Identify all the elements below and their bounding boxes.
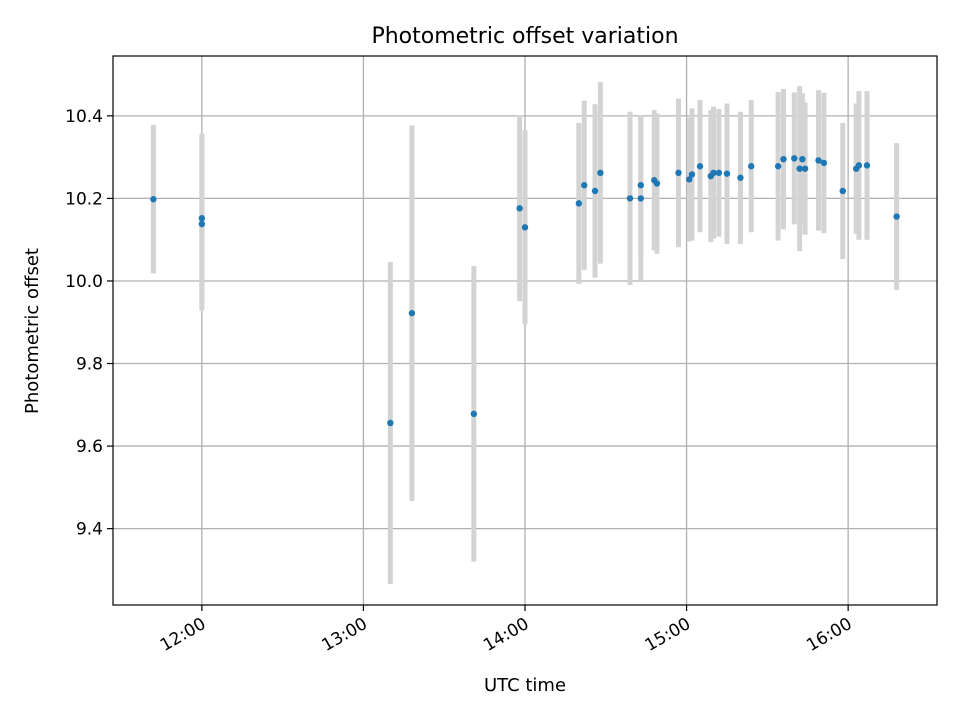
data-point — [710, 169, 717, 177]
y-tick-label: 9.6 — [76, 437, 103, 457]
data-point — [653, 180, 661, 187]
data-point — [408, 309, 416, 317]
data-point — [796, 165, 803, 172]
x-axis-label: UTC time — [484, 675, 566, 696]
data-point — [747, 163, 755, 170]
data-point — [198, 215, 206, 222]
data-point — [839, 187, 846, 195]
data-point — [715, 169, 723, 177]
data-point — [581, 182, 588, 189]
data-point — [575, 200, 583, 207]
chart-title: Photometric offset variation — [371, 24, 678, 49]
y-axis-label: Photometric offset — [22, 248, 43, 414]
data-point — [723, 170, 731, 177]
data-point — [521, 224, 529, 231]
data-point — [774, 163, 782, 170]
y-tick-label: 10.0 — [65, 272, 103, 292]
data-point — [150, 196, 157, 203]
data-point — [737, 174, 744, 181]
data-point — [791, 155, 798, 162]
data-point — [696, 163, 704, 170]
y-axis-ticks: 9.4 9.6 9.8 10.0 10.2 10.4 — [65, 107, 113, 540]
data-point — [591, 187, 599, 195]
y-tick-label: 9.4 — [76, 520, 103, 540]
y-tick-label: 10.4 — [65, 107, 103, 127]
data-points — [150, 155, 900, 427]
data-point — [801, 165, 809, 172]
data-point — [198, 220, 206, 228]
data-point — [686, 176, 693, 183]
y-tick-label: 9.8 — [76, 355, 103, 375]
data-point — [626, 195, 634, 202]
data-point — [470, 410, 478, 418]
data-point — [820, 159, 828, 167]
data-point — [780, 155, 787, 163]
data-point — [799, 155, 806, 163]
data-point — [815, 157, 822, 164]
data-point — [855, 162, 863, 169]
data-point — [387, 419, 394, 427]
data-point — [675, 169, 682, 177]
data-point — [688, 171, 696, 178]
data-point — [893, 213, 900, 220]
data-point — [597, 169, 604, 177]
data-point — [637, 195, 644, 202]
data-point — [637, 182, 644, 189]
y-tick-label: 10.2 — [65, 189, 103, 209]
data-point — [863, 162, 871, 169]
data-point — [516, 205, 523, 212]
